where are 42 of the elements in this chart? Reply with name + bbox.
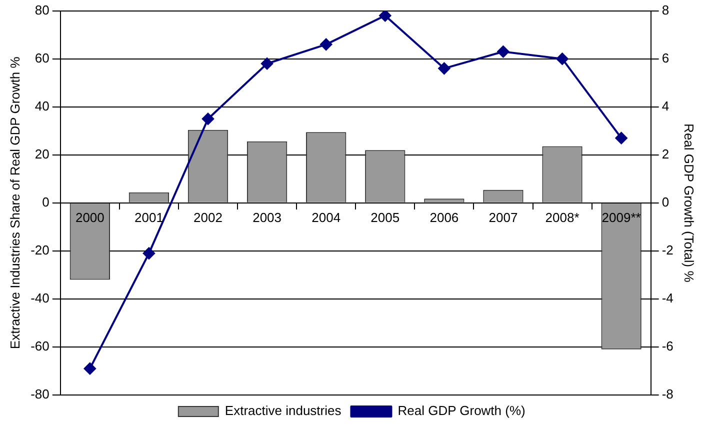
x-tick-label: 2000 bbox=[75, 210, 104, 225]
x-tick-label: 2003 bbox=[252, 210, 282, 225]
y2-tick-label: 6 bbox=[662, 50, 670, 66]
point bbox=[438, 62, 450, 74]
y2-tick-label: 4 bbox=[662, 98, 670, 114]
y-tick-label: -40 bbox=[30, 290, 50, 306]
point bbox=[261, 58, 274, 70]
y2-tick-label: -2 bbox=[662, 242, 674, 258]
x-tick-label: 2006 bbox=[430, 210, 459, 225]
y2-tick-label: -6 bbox=[662, 338, 674, 354]
y2-tick-label: 8 bbox=[662, 2, 670, 18]
x-tick-label: 2008* bbox=[545, 210, 580, 225]
y-tick-label: 80 bbox=[34, 2, 50, 18]
point bbox=[320, 38, 332, 50]
point bbox=[202, 112, 214, 125]
y-tick-label: 60 bbox=[34, 50, 50, 66]
x-tick-label: 2004 bbox=[312, 210, 341, 225]
point bbox=[379, 10, 392, 22]
point bbox=[84, 362, 96, 375]
y-tick-label: -80 bbox=[30, 386, 50, 402]
y-tick-label: -20 bbox=[30, 242, 50, 258]
y2-tick-label: 2 bbox=[662, 146, 670, 162]
y-tick-label: 40 bbox=[34, 98, 50, 114]
x-tick-label: 2002 bbox=[194, 210, 222, 225]
point bbox=[615, 132, 628, 144]
legend-label: Real GDP Growth (%) bbox=[398, 403, 526, 418]
point bbox=[497, 46, 510, 58]
y-tick-label: -60 bbox=[30, 338, 50, 354]
x-tick-label: 2009** bbox=[602, 210, 641, 225]
x-tick-label: 2005 bbox=[370, 210, 400, 225]
y2-tick-label: 0 bbox=[662, 194, 670, 210]
point bbox=[556, 52, 568, 65]
point bbox=[142, 247, 155, 260]
legend-label: Extractive industries bbox=[224, 403, 342, 418]
y2-tick-label: -4 bbox=[662, 290, 674, 306]
y-tick-label: 20 bbox=[34, 146, 50, 162]
x-tick-label: 2007 bbox=[488, 210, 518, 225]
y-tick-label: 0 bbox=[42, 194, 50, 210]
x-tick-label: 2001 bbox=[134, 210, 164, 225]
y2-tick-label: -8 bbox=[662, 386, 674, 402]
y-axis-title: Extractive Industries Share of Real GDP Growth % bbox=[7, 56, 22, 350]
y2-axis-title: Real GDP Growth (Total) % bbox=[682, 124, 697, 283]
